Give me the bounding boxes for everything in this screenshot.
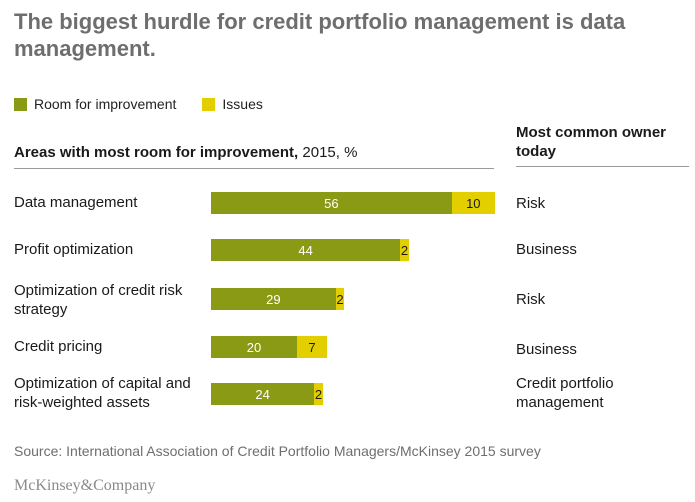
bar-issues: 10	[451, 192, 495, 214]
data-label: 7	[308, 339, 316, 355]
category-label: Optimization of capital and risk-weighte…	[14, 375, 191, 411]
data-label: 10	[466, 195, 481, 211]
legend-swatch-room	[14, 97, 27, 111]
owner-label: Business	[516, 341, 577, 358]
owner-column-header: Most common owner today	[516, 123, 689, 167]
data-label: 29	[266, 291, 281, 307]
category-label: Credit pricing	[14, 338, 103, 355]
legend: Room for improvement Issues	[14, 96, 289, 112]
data-label: 24	[255, 386, 270, 402]
legend-swatch-issues	[202, 97, 216, 111]
bar-issues: 2	[314, 383, 323, 405]
data-label: 44	[298, 242, 313, 258]
section-header-bold: Areas with most room for improvement,	[14, 144, 299, 161]
bar-room-for-improvement: 24	[211, 383, 315, 405]
legend-item-room: Room for improvement	[14, 96, 176, 112]
bar-issues: 2	[400, 239, 409, 261]
bar-room-for-improvement: 44	[211, 239, 401, 261]
section-header: Areas with most room for improvement, 20…	[14, 144, 494, 169]
data-label: 2	[314, 386, 323, 402]
chart-title: The biggest hurdle for credit portfolio …	[14, 9, 626, 61]
legend-label-room: Room for improvement	[34, 96, 177, 112]
category-label: Profit optimization	[14, 241, 134, 258]
data-label: 20	[246, 339, 262, 355]
bar-room-for-improvement: 29	[211, 288, 336, 310]
section-header-rest: 2015, %	[298, 144, 358, 161]
data-label: 2	[400, 242, 409, 258]
bar-room-for-improvement: 56	[211, 192, 452, 214]
bar-issues: 2	[335, 288, 345, 310]
data-label: 2	[336, 291, 344, 307]
owner-label: Risk	[516, 195, 546, 212]
legend-item-issues: Issues	[202, 96, 263, 112]
owner-label: Credit portfolio management	[516, 375, 614, 411]
source-note: Source: International Association of Cre…	[14, 443, 541, 459]
legend-label-issues: Issues	[222, 96, 263, 112]
owner-label: Risk	[516, 291, 546, 308]
mckinsey-logo: McKinsey&Company	[14, 477, 156, 494]
data-label: 56	[324, 195, 339, 211]
category-label: Data management	[14, 194, 138, 211]
category-label: Optimization of credit risk strategy	[14, 282, 183, 318]
owner-label: Business	[516, 241, 577, 258]
bar-room-for-improvement: 20	[211, 336, 297, 358]
bar-issues: 7	[297, 336, 328, 358]
